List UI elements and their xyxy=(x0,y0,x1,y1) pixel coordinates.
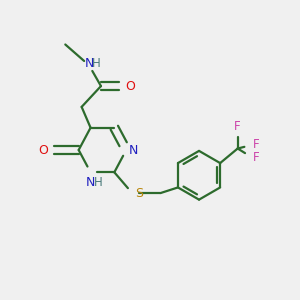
Text: H: H xyxy=(92,57,101,70)
Text: F: F xyxy=(253,138,260,151)
Text: O: O xyxy=(38,143,48,157)
Text: N: N xyxy=(84,57,94,70)
Text: O: O xyxy=(126,80,136,93)
Text: H: H xyxy=(94,176,102,189)
Text: F: F xyxy=(234,120,241,133)
Text: S: S xyxy=(135,187,143,200)
Text: N: N xyxy=(129,143,138,157)
Text: N: N xyxy=(86,176,95,189)
Text: F: F xyxy=(253,151,260,164)
